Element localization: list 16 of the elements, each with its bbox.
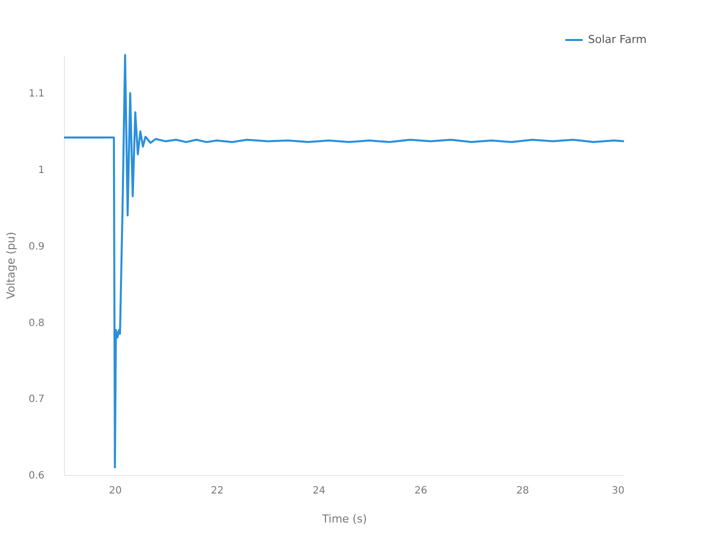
y-axis-title: Voltage (pu) — [4, 232, 18, 300]
y-tick-label: 0.9 — [28, 241, 44, 252]
x-tick-label: 30 — [612, 486, 624, 496]
x-tick-label: 28 — [516, 486, 530, 496]
x-axis-title: Time (s) — [321, 512, 367, 526]
y-tick-label: 0.6 — [28, 470, 44, 482]
y-tick-label: 1 — [38, 165, 44, 176]
x-tick-label: 26 — [414, 486, 428, 496]
legend-label: Solar Farm — [588, 33, 647, 46]
y-tick-label: 0.8 — [28, 318, 44, 329]
y-tick-label: 0.7 — [28, 394, 44, 406]
y-tick-label: 1.1 — [28, 88, 44, 100]
x-tick-label: 20 — [109, 486, 122, 496]
x-tick-label: 24 — [312, 486, 326, 496]
x-tick-label: 22 — [210, 486, 224, 496]
line-series — [63, 54, 625, 468]
